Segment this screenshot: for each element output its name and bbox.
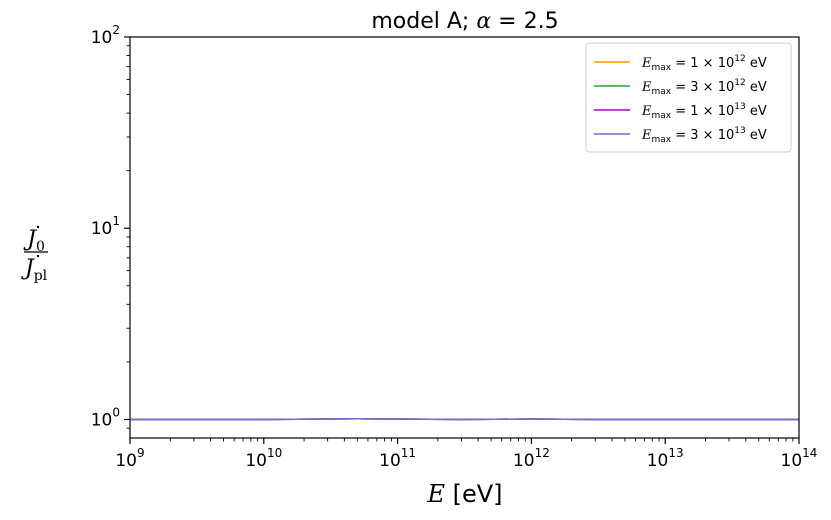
y-label-dot-denominator [36,254,40,258]
y-label-numerator: J0 [23,227,45,255]
x-label-var: E [426,480,445,508]
x-tick-label: 1010 [245,446,282,471]
title-symbol: α [476,9,491,34]
legend-label-3: Emax = 1 × 1013 eV [641,102,767,121]
y-axis-label: J0 Jpl [21,225,48,284]
legend-label-1: Emax = 1 × 1012 eV [641,54,767,73]
x-tick-label: 1013 [647,446,684,471]
chart-title: model A; α = 2.5 [371,9,558,34]
legend-label-2: Emax = 3 × 1012 eV [641,78,767,97]
x-tick-label: 1014 [781,446,818,471]
plot-frame [129,36,800,439]
ticks: 109 1010 1011 1012 1013 1014 100 101 102 [91,23,818,471]
x-tick-label: 1012 [513,446,550,471]
y-label-dot-numerator [36,225,40,229]
x-axis-label: E [eV] [426,480,502,508]
title-prefix: model A; [371,9,476,34]
legend: Emax = 1 × 1012 eV Emax = 3 × 1012 eV Emax… [585,42,792,153]
y-tick-label: 102 [91,23,120,48]
y-tick-label: 101 [91,214,120,239]
legend-box [585,42,792,153]
y-label-denominator: Jpl [21,256,48,284]
title-suffix: = 2.5 [491,9,558,34]
series-line-4 [130,418,799,421]
x-tick-label: 1011 [379,446,416,471]
x-tick-label: 109 [115,446,144,471]
y-tick-label: 100 [91,405,120,430]
legend-label-4: Emax = 3 × 1013 eV [641,126,767,145]
x-label-unit: [eV] [445,480,503,508]
series-lines [130,418,799,421]
